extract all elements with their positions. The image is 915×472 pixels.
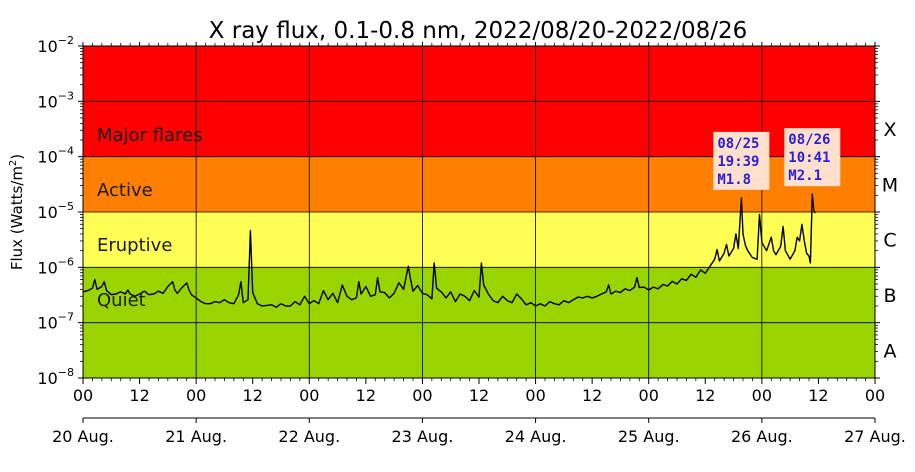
- class-label-1: M: [882, 174, 898, 196]
- xtick-label-0: 00: [73, 386, 93, 405]
- xtick-label-8: 00: [525, 386, 545, 405]
- annotation-box-1: [784, 128, 841, 187]
- annotation-text-0-0: 08/25: [717, 136, 759, 152]
- ytick-label-4: 10−4: [37, 145, 74, 167]
- xtick-label-3: 12: [243, 386, 263, 405]
- date-label-6: 26 Aug.: [731, 427, 793, 446]
- flare-annotations: 08/25 19:39 M1.8 08/26 10:41 M2.1: [713, 128, 841, 190]
- xtick-label-9: 12: [582, 386, 602, 405]
- band-label-2: Eruptive: [97, 235, 172, 256]
- xtick-label-4: 00: [299, 386, 319, 405]
- xtick-label-12: 00: [752, 386, 772, 405]
- ytick-label-exp-3: −5: [58, 200, 74, 213]
- date-label-7: 27 Aug.: [844, 427, 906, 446]
- ytick-label-base-3: 10: [37, 203, 57, 222]
- ytick-label-3: 10−5: [37, 200, 74, 222]
- band-label-0: Major flares: [97, 125, 203, 146]
- ytick-label-1: 10−7: [37, 311, 74, 333]
- y-axis-title-main: Flux (Watts/m: [8, 166, 26, 270]
- class-label-0: X: [883, 119, 896, 141]
- band-label-1: Active: [97, 180, 153, 201]
- xtick-label-13: 12: [808, 386, 828, 405]
- band-label-3: Quiet: [97, 290, 146, 311]
- ytick-label-base-1: 10: [37, 314, 57, 333]
- ytick-label-exp-4: −4: [58, 145, 74, 158]
- flux-series: [82, 193, 816, 308]
- annotation-text-0-2: M1.8: [717, 172, 751, 188]
- ytick-label-0: 10−8: [37, 366, 74, 388]
- xtick-label-14: 00: [865, 386, 885, 405]
- xtick-label-6: 00: [412, 386, 432, 405]
- ytick-label-exp-0: −8: [58, 366, 74, 379]
- ytick-label-exp-6: −2: [58, 34, 74, 47]
- annotation-box-0: [713, 131, 770, 190]
- ytick-label-base-4: 10: [37, 148, 57, 167]
- axis-labels: Major flaresActiveEruptiveQuiet10−810−71…: [8, 34, 906, 446]
- ytick-label-base-5: 10: [37, 92, 57, 111]
- date-label-1: 21 Aug.: [165, 427, 227, 446]
- xtick-label-10: 00: [639, 386, 659, 405]
- ytick-label-5: 10−3: [37, 89, 74, 111]
- annotation-text-1-2: M2.1: [788, 168, 822, 184]
- y-axis-title: Flux (Watts/m2): [8, 154, 26, 270]
- series-line-0: [82, 193, 816, 308]
- ytick-label-exp-5: −3: [58, 89, 74, 102]
- ytick-label-6: 10−2: [37, 34, 74, 56]
- ytick-label-base-0: 10: [37, 369, 57, 388]
- class-label-2: C: [883, 230, 896, 252]
- date-label-2: 22 Aug.: [278, 427, 340, 446]
- xtick-label-2: 00: [186, 386, 206, 405]
- date-label-4: 24 Aug.: [505, 427, 567, 446]
- ytick-label-base-2: 10: [37, 258, 57, 277]
- ytick-label-exp-2: −6: [58, 255, 74, 268]
- date-label-5: 25 Aug.: [618, 427, 680, 446]
- annotation-text-1-0: 08/26: [788, 132, 830, 148]
- axis-ticks: [78, 42, 880, 423]
- class-label-4: A: [884, 340, 897, 362]
- xtick-label-7: 12: [469, 386, 489, 405]
- ytick-label-base-6: 10: [37, 37, 57, 56]
- y-axis-title-sup: 2: [8, 160, 19, 166]
- ytick-label-exp-1: −7: [58, 311, 74, 324]
- xtick-label-1: 12: [129, 386, 149, 405]
- date-label-3: 23 Aug.: [392, 427, 454, 446]
- ytick-label-2: 10−6: [37, 255, 74, 277]
- date-label-0: 20 Aug.: [52, 427, 114, 446]
- class-label-3: B: [883, 285, 896, 307]
- annotation-text-1-1: 10:41: [788, 150, 830, 166]
- xtick-label-5: 12: [356, 386, 376, 405]
- chart-title: X ray flux, 0.1-0.8 nm, 2022/08/20-2022/…: [209, 18, 748, 44]
- y-axis-title-close: ): [8, 154, 26, 160]
- xtick-label-11: 12: [695, 386, 715, 405]
- annotation-text-0-1: 19:39: [717, 154, 759, 170]
